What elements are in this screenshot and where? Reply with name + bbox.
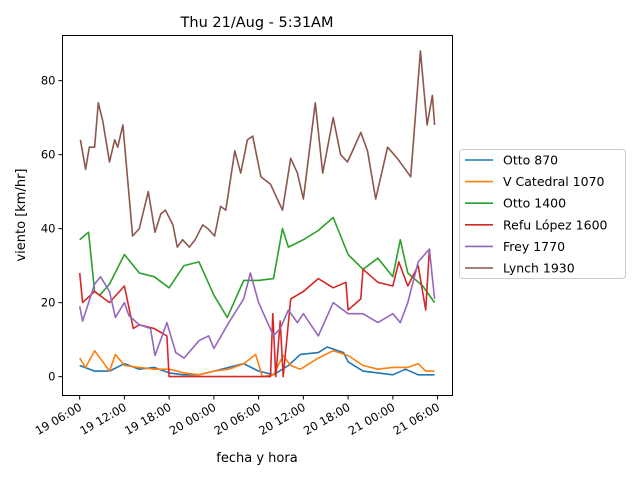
legend-label: Otto 1400 — [503, 196, 566, 211]
series-line-3 — [78, 248, 431, 378]
series-line-4 — [78, 248, 436, 359]
legend-frame — [459, 149, 626, 279]
series-line-1 — [79, 349, 435, 378]
y-tick-label: 80 — [41, 74, 56, 88]
series-line-2 — [79, 216, 436, 319]
series-line-5 — [79, 50, 436, 248]
y-axis: 0 20 40 60 80 — [41, 74, 63, 384]
y-axis-label: viento [km/hr] — [14, 168, 29, 261]
chart-title: Thu 21/Aug - 5:31AM — [180, 15, 334, 31]
legend-label: Refu López 1600 — [503, 217, 608, 232]
legend-label: V Catedral 1070 — [503, 174, 605, 189]
y-tick-label: 40 — [41, 222, 56, 236]
legend-label: Otto 870 — [503, 153, 558, 168]
series-lines — [78, 50, 436, 378]
y-tick-label: 60 — [41, 148, 56, 162]
legend: Otto 870 V Catedral 1070 Otto 1400 Refu Lóp… — [459, 149, 626, 279]
legend-label: Lynch 1930 — [503, 261, 575, 276]
y-tick-label: 20 — [41, 296, 56, 310]
plot-area-frame — [62, 35, 453, 396]
legend-label: Frey 1770 — [503, 239, 565, 254]
x-axis-label: fecha y hora — [216, 451, 297, 466]
y-tick-label: 0 — [48, 370, 55, 384]
